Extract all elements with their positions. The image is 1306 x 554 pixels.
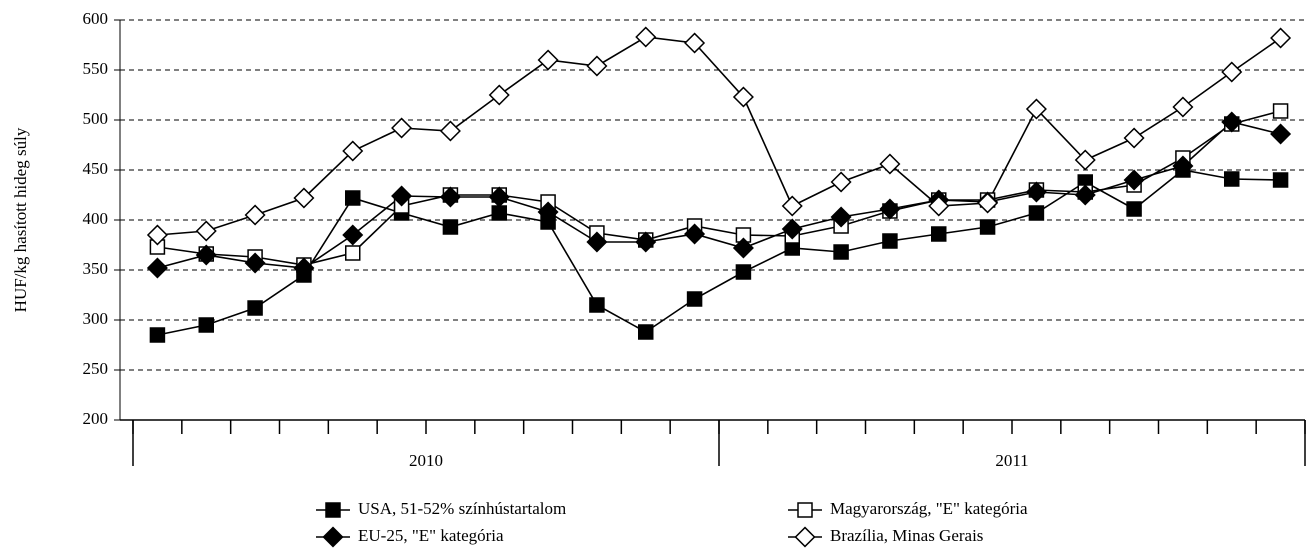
marker bbox=[781, 195, 803, 217]
marker bbox=[1270, 27, 1292, 49]
marker bbox=[149, 327, 166, 343]
marker bbox=[979, 219, 996, 235]
legend-label: EU-25, "E" kategória bbox=[358, 526, 504, 545]
y-axis-label: HUF/kg hasított hideg súly bbox=[11, 127, 30, 312]
marker bbox=[342, 224, 364, 246]
marker bbox=[586, 231, 608, 253]
marker bbox=[882, 233, 898, 249]
marker bbox=[635, 26, 657, 48]
legend-marker bbox=[794, 526, 816, 548]
marker bbox=[1272, 172, 1289, 188]
marker bbox=[146, 224, 168, 246]
marker bbox=[1074, 149, 1096, 171]
legend-label: USA, 51-52% színhústartalom bbox=[358, 499, 566, 518]
marker bbox=[247, 300, 263, 316]
marker bbox=[635, 231, 657, 253]
y-tick-label: 550 bbox=[83, 59, 109, 78]
marker bbox=[638, 324, 654, 340]
marker bbox=[439, 120, 461, 142]
group-label: 2011 bbox=[995, 451, 1028, 470]
marker bbox=[1172, 96, 1194, 118]
y-tick-label: 600 bbox=[83, 9, 109, 28]
marker bbox=[293, 257, 315, 279]
marker bbox=[830, 171, 852, 193]
marker bbox=[977, 192, 999, 214]
marker bbox=[1221, 61, 1243, 83]
marker bbox=[735, 264, 752, 280]
marker bbox=[1126, 201, 1142, 217]
marker bbox=[442, 219, 459, 235]
marker bbox=[1025, 98, 1047, 120]
marker bbox=[1074, 184, 1096, 206]
marker bbox=[195, 220, 217, 242]
legend-marker bbox=[797, 502, 813, 518]
y-tick-label: 500 bbox=[83, 109, 109, 128]
y-tick-label: 250 bbox=[83, 359, 109, 378]
y-tick-label: 400 bbox=[83, 209, 109, 228]
marker bbox=[244, 204, 266, 226]
marker bbox=[195, 244, 217, 266]
marker bbox=[879, 153, 901, 175]
series-line bbox=[157, 36, 1282, 236]
y-tick-label: 350 bbox=[83, 259, 109, 278]
marker bbox=[488, 84, 510, 106]
marker bbox=[879, 198, 901, 220]
marker bbox=[1025, 181, 1047, 203]
marker bbox=[391, 117, 413, 139]
marker bbox=[1172, 155, 1194, 177]
marker bbox=[684, 223, 706, 245]
marker bbox=[1270, 123, 1292, 145]
marker bbox=[686, 291, 703, 307]
marker bbox=[1028, 205, 1045, 221]
marker bbox=[1224, 171, 1240, 187]
marker bbox=[537, 49, 559, 71]
marker bbox=[491, 205, 507, 221]
marker bbox=[146, 257, 168, 279]
marker bbox=[1221, 111, 1243, 133]
marker bbox=[488, 186, 510, 208]
marker bbox=[830, 206, 852, 228]
marker bbox=[1123, 127, 1145, 149]
legend-label: Magyarország, "E" kategória bbox=[830, 499, 1028, 518]
legend-marker bbox=[322, 526, 344, 548]
marker bbox=[391, 185, 413, 207]
marker bbox=[1123, 169, 1145, 191]
y-tick-label: 200 bbox=[83, 409, 109, 428]
marker bbox=[586, 55, 608, 77]
marker bbox=[244, 252, 266, 274]
marker bbox=[732, 86, 754, 108]
y-tick-label: 450 bbox=[83, 159, 109, 178]
group-label: 2010 bbox=[409, 451, 443, 470]
marker bbox=[293, 187, 315, 209]
marker bbox=[198, 317, 214, 333]
marker bbox=[589, 297, 605, 313]
series-line bbox=[157, 110, 1281, 266]
marker bbox=[781, 218, 803, 240]
series-line bbox=[157, 169, 1281, 336]
series-line bbox=[157, 121, 1281, 269]
marker bbox=[537, 201, 559, 223]
marker bbox=[345, 190, 361, 206]
marker bbox=[439, 186, 461, 208]
marker bbox=[732, 237, 754, 259]
marker bbox=[1272, 103, 1289, 119]
legend-marker bbox=[325, 502, 341, 518]
marker bbox=[684, 32, 706, 54]
marker bbox=[342, 140, 364, 162]
marker bbox=[345, 245, 361, 261]
marker bbox=[931, 226, 947, 242]
y-tick-label: 300 bbox=[83, 309, 109, 328]
legend-label: Brazília, Minas Gerais bbox=[830, 526, 983, 545]
marker bbox=[833, 244, 849, 260]
marker bbox=[928, 195, 950, 217]
